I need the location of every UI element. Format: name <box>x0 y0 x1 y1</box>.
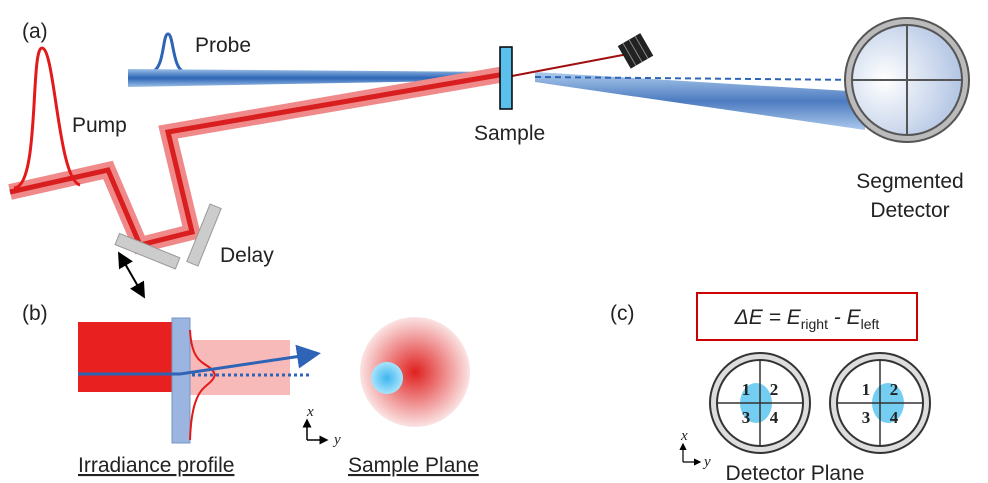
diagram: (a) Probe Pump Sample Segmented Detector… <box>0 0 988 483</box>
quadrant-label: 3 <box>862 408 871 427</box>
probe-spot <box>371 362 403 394</box>
detector-label: Segmented <box>856 170 963 193</box>
axis-label: x <box>306 404 314 420</box>
detector-label: Detector <box>870 199 949 222</box>
pump-profile-out <box>180 340 290 395</box>
beam-block <box>618 33 654 69</box>
quadrant-label: 2 <box>770 380 779 399</box>
quadrant-label: 4 <box>890 408 899 427</box>
pump-through <box>512 54 628 76</box>
pump-beam-halo <box>10 74 505 245</box>
quadrant-label: 1 <box>862 380 871 399</box>
quadrant-label: 4 <box>770 408 779 427</box>
axis-label: x <box>680 428 688 444</box>
sample <box>500 47 512 109</box>
quadrant-label: 2 <box>890 380 899 399</box>
quadrant-label: 3 <box>742 408 751 427</box>
pump-pulse <box>14 48 80 188</box>
panel-label: (b) <box>22 302 48 325</box>
pump-profile <box>78 322 180 392</box>
probe-label: Probe <box>195 34 251 57</box>
probe-pulse <box>150 34 186 72</box>
quadrant-label: 1 <box>742 380 751 399</box>
caption: Irradiance profile <box>78 454 234 477</box>
caption: Sample Plane <box>348 454 479 477</box>
sample-plate <box>172 318 190 443</box>
panel-label: (a) <box>22 20 48 43</box>
axis-label: y <box>702 454 711 470</box>
delay-label: Delay <box>220 244 274 267</box>
delay-arrow <box>120 255 143 295</box>
sample-label: Sample <box>474 122 545 145</box>
panel-label: (c) <box>610 302 635 325</box>
caption: Detector Plane <box>726 462 865 483</box>
axis-label: y <box>332 432 341 448</box>
pump-beam <box>10 74 505 245</box>
probe-beam-out <box>535 72 865 130</box>
pump-label: Pump <box>72 114 127 137</box>
